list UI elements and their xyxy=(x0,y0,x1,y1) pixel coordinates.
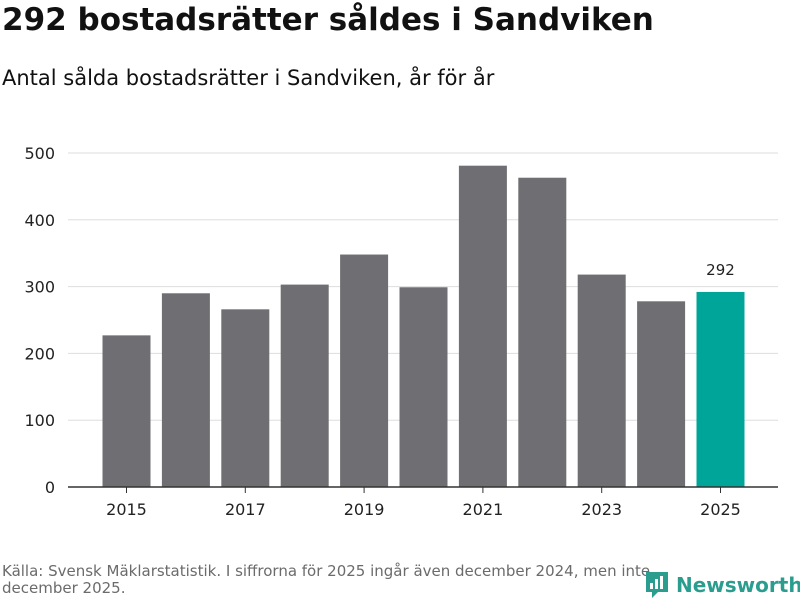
newsworthy-logo-icon xyxy=(646,572,668,598)
x-tick-label-2021: 2021 xyxy=(463,500,504,519)
bar-2015 xyxy=(102,335,151,487)
bar-2022 xyxy=(518,177,567,487)
y-tick-label-200: 200 xyxy=(24,344,55,363)
data-label-2025: 292 xyxy=(706,261,735,279)
bar-2018 xyxy=(280,284,329,487)
bar-2016 xyxy=(161,293,210,487)
bars xyxy=(102,165,745,487)
x-tick-label-2023: 2023 xyxy=(581,500,622,519)
brand-name: Newsworthy xyxy=(676,573,800,597)
bar-2023 xyxy=(577,274,626,487)
source-note: Källa: Svensk Mäklarstatistik. I siffror… xyxy=(2,562,651,597)
y-axis-ticks: 0 100 200 300 400 500 xyxy=(24,144,55,497)
x-tick-label-2017: 2017 xyxy=(225,500,266,519)
bar-2021 xyxy=(458,165,507,487)
bar-2020 xyxy=(399,287,448,487)
x-axis-ticks: 2015 2017 2019 2021 2023 2025 xyxy=(106,487,741,519)
chart-subtitle: Antal sålda bostadsrätter i Sandviken, å… xyxy=(2,66,495,90)
bar-2024 xyxy=(637,301,686,487)
x-tick-label-2025: 2025 xyxy=(700,500,741,519)
bar-2019 xyxy=(340,254,389,487)
bar-2017 xyxy=(221,309,270,487)
bar-chart: 0 100 200 300 400 500 2015 2017 2019 2021 2023 202… xyxy=(24,144,778,519)
y-tick-label-100: 100 xyxy=(24,411,55,430)
x-tick-label-2019: 2019 xyxy=(344,500,385,519)
chart-title: 292 bostadsrätter såldes i Sandviken xyxy=(2,2,654,38)
y-tick-label-500: 500 xyxy=(24,144,55,163)
data-labels: 292 xyxy=(706,261,735,279)
y-tick-label-0: 0 xyxy=(45,478,55,497)
x-tick-label-2015: 2015 xyxy=(106,500,147,519)
y-tick-label-300: 300 xyxy=(24,278,55,297)
bar-2025 xyxy=(696,291,745,487)
y-tick-label-400: 400 xyxy=(24,211,55,230)
newsworthy-logo: Newsworthy xyxy=(644,570,800,600)
